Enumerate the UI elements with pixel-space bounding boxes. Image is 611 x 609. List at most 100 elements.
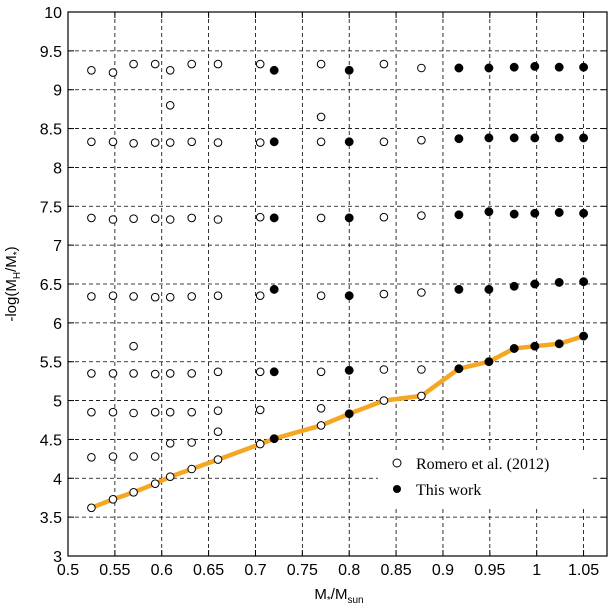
data-point-romero — [213, 455, 223, 464]
data-point-this-work — [269, 284, 279, 294]
data-point-romero — [129, 341, 138, 351]
data-point-romero — [87, 369, 96, 378]
data-point-romero — [150, 59, 160, 69]
data-point-romero — [108, 369, 118, 378]
data-point-romero — [165, 369, 175, 378]
data-point-romero — [255, 439, 265, 449]
x-tick-label: 0.8 — [338, 562, 360, 579]
x-tick-label: 0.85 — [381, 562, 412, 579]
data-point-romero — [213, 215, 223, 224]
data-point-romero — [129, 59, 138, 69]
data-point-this-work — [454, 63, 464, 73]
data-point-romero — [379, 289, 389, 299]
data-point-romero — [316, 291, 326, 301]
data-point-this-work — [454, 364, 464, 374]
data-point-this-work — [344, 291, 354, 301]
data-point-romero — [255, 138, 265, 147]
data-point-this-work — [509, 281, 519, 291]
data-point-romero — [316, 59, 326, 69]
data-point-romero — [213, 59, 223, 69]
data-point-romero — [108, 407, 118, 417]
x-tick-label: 0.75 — [287, 562, 318, 579]
data-point-romero — [129, 139, 138, 148]
data-point-romero — [165, 215, 175, 224]
y-tick-label: 9 — [53, 83, 62, 100]
data-point-romero — [165, 138, 175, 147]
legend-marker-open — [392, 458, 402, 468]
data-point-romero — [165, 101, 175, 110]
data-point-romero — [255, 212, 265, 222]
data-point-romero — [165, 66, 175, 75]
x-axis-label: M*/Msun — [314, 586, 363, 606]
data-point-romero — [108, 68, 118, 77]
data-point-romero — [316, 404, 326, 413]
y-axis-label: -log(MH/M*) — [3, 246, 23, 321]
x-tick-label: 0.55 — [99, 562, 130, 579]
y-tick-label: 3 — [53, 549, 62, 566]
y-tick-label: 3.5 — [40, 510, 62, 527]
data-point-romero — [417, 365, 426, 374]
data-point-romero — [379, 396, 389, 405]
data-point-this-work — [579, 133, 589, 143]
data-point-romero — [213, 427, 223, 437]
data-point-romero — [417, 391, 426, 401]
data-point-this-work — [579, 331, 589, 341]
data-point-romero — [150, 138, 160, 147]
data-point-this-work — [344, 365, 354, 375]
data-point-romero — [87, 66, 96, 75]
data-point-this-work — [530, 279, 540, 289]
data-point-romero — [316, 112, 326, 122]
data-point-this-work — [554, 133, 564, 143]
data-point-this-work — [269, 367, 279, 377]
data-point-romero — [187, 407, 196, 417]
data-point-romero — [417, 211, 426, 220]
x-tick-label: 0.9 — [432, 562, 454, 579]
data-point-romero — [316, 421, 326, 430]
data-point-romero — [150, 407, 160, 417]
data-point-this-work — [530, 133, 540, 143]
y-tick-label: 4 — [53, 471, 62, 488]
data-point-romero — [379, 212, 389, 222]
data-point-romero — [129, 408, 138, 418]
data-point-romero — [150, 369, 160, 379]
data-point-this-work — [484, 133, 494, 143]
data-point-romero — [187, 213, 196, 223]
data-point-romero — [87, 503, 96, 513]
y-tick-label: 10 — [44, 5, 62, 22]
y-tick-label: 8.5 — [40, 122, 62, 139]
legend-label-romero: Romero et al. (2012) — [416, 456, 549, 473]
data-point-romero — [129, 369, 138, 378]
data-point-romero — [213, 367, 223, 377]
x-tick-label: 0.5 — [57, 562, 79, 579]
data-point-romero — [417, 288, 426, 297]
data-point-romero — [255, 405, 265, 415]
data-point-romero — [213, 406, 223, 416]
marker-layer — [87, 59, 589, 513]
data-point-romero — [165, 292, 175, 302]
data-point-this-work — [554, 62, 564, 72]
x-tick-label: 0.65 — [193, 562, 224, 579]
data-point-this-work — [269, 65, 279, 75]
data-point-romero — [108, 291, 118, 301]
data-point-this-work — [484, 284, 494, 294]
data-point-romero — [87, 453, 96, 462]
data-point-romero — [165, 407, 175, 417]
data-point-this-work — [484, 357, 494, 367]
y-tick-label: 6 — [53, 316, 62, 333]
data-point-romero — [108, 495, 118, 504]
x-tick-label: 1.05 — [568, 562, 599, 579]
y-tick-label: 8 — [53, 160, 62, 177]
data-point-romero — [417, 135, 426, 145]
data-point-romero — [316, 137, 326, 147]
data-point-romero — [187, 438, 196, 447]
data-point-romero — [150, 214, 160, 223]
x-tick-label: 1 — [532, 562, 541, 579]
data-point-this-work — [554, 208, 564, 217]
data-point-romero — [87, 292, 96, 301]
data-point-romero — [187, 464, 196, 474]
x-tick-label: 0.7 — [244, 562, 266, 579]
data-point-this-work — [554, 277, 564, 287]
data-point-romero — [87, 213, 96, 223]
data-point-this-work — [509, 209, 519, 219]
data-point-this-work — [454, 210, 464, 220]
